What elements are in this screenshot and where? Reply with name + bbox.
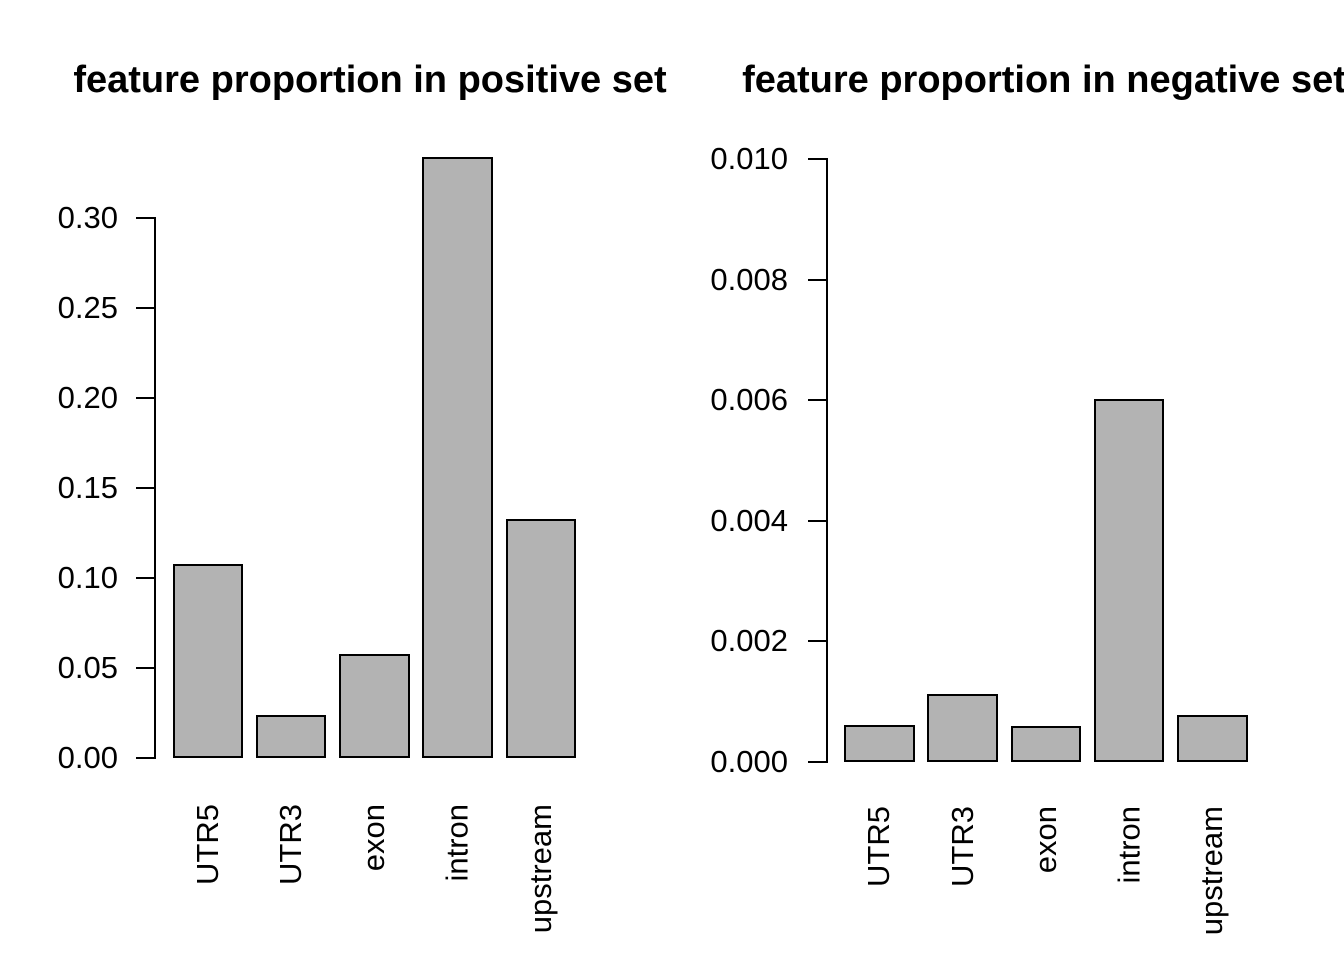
x-axis-label-utr5: UTR5	[861, 806, 897, 887]
x-axis-label-intron: intron	[439, 804, 475, 882]
y-axis-tick-label: 0.004	[710, 502, 788, 538]
y-axis-tick-label: 0.20	[57, 380, 118, 415]
y-axis-tick-label: 0.002	[710, 623, 788, 659]
y-axis-tick-label: 0.008	[710, 261, 788, 297]
x-axis-label-upstream: upstream	[1194, 806, 1230, 936]
y-axis-tick	[136, 577, 154, 579]
y-axis-tick	[136, 217, 154, 219]
bar-intron	[422, 157, 493, 758]
y-axis-tick-label: 0.30	[57, 200, 118, 235]
bar-exon	[339, 654, 410, 758]
y-axis-tick-label: 0.25	[57, 290, 118, 325]
bar-upstream	[1177, 715, 1248, 762]
y-axis-tick	[136, 487, 154, 489]
bar-utr3	[255, 715, 327, 758]
x-axis-label-utr3: UTR3	[944, 806, 980, 887]
x-axis-label-utr5: UTR5	[189, 804, 225, 885]
y-axis-tick-label: 0.00	[57, 740, 118, 775]
y-axis-tick	[808, 761, 826, 763]
x-axis-label-utr3: UTR3	[273, 804, 309, 885]
bar-intron	[1093, 399, 1165, 762]
y-axis-tick	[808, 640, 826, 643]
y-axis-tick	[136, 397, 154, 399]
y-axis-tick	[808, 519, 826, 522]
bar-utr3	[927, 694, 998, 762]
y-axis-tick	[136, 667, 154, 669]
y-axis-tick	[808, 278, 826, 281]
chart-title-positive-set: feature proportion in positive set	[73, 59, 667, 101]
chart-title-negative-set: feature proportion in negative set	[742, 59, 1344, 101]
y-axis-tick	[808, 158, 826, 160]
y-axis-tick-label: 0.15	[57, 470, 118, 505]
y-axis-line	[826, 158, 828, 763]
x-axis-label-exon: exon	[1027, 806, 1063, 874]
y-axis-tick	[136, 307, 154, 309]
y-axis-tick-label: 0.010	[710, 141, 788, 176]
y-axis-line	[154, 217, 156, 759]
y-axis-tick-label: 0.05	[57, 650, 118, 685]
y-axis-tick	[136, 757, 154, 759]
bar-utr5	[844, 725, 915, 762]
y-axis-tick	[808, 399, 826, 402]
x-axis-label-upstream: upstream	[523, 804, 558, 934]
y-axis-tick-label: 0.006	[710, 382, 788, 418]
bar-upstream	[505, 519, 577, 758]
x-axis-label-intron: intron	[1111, 806, 1147, 884]
bar-utr5	[172, 564, 244, 758]
y-axis-tick-label: 0.10	[57, 560, 118, 595]
y-axis-tick-label: 0.000	[710, 744, 788, 779]
bar-exon	[1010, 726, 1082, 762]
x-axis-label-exon: exon	[356, 804, 392, 872]
